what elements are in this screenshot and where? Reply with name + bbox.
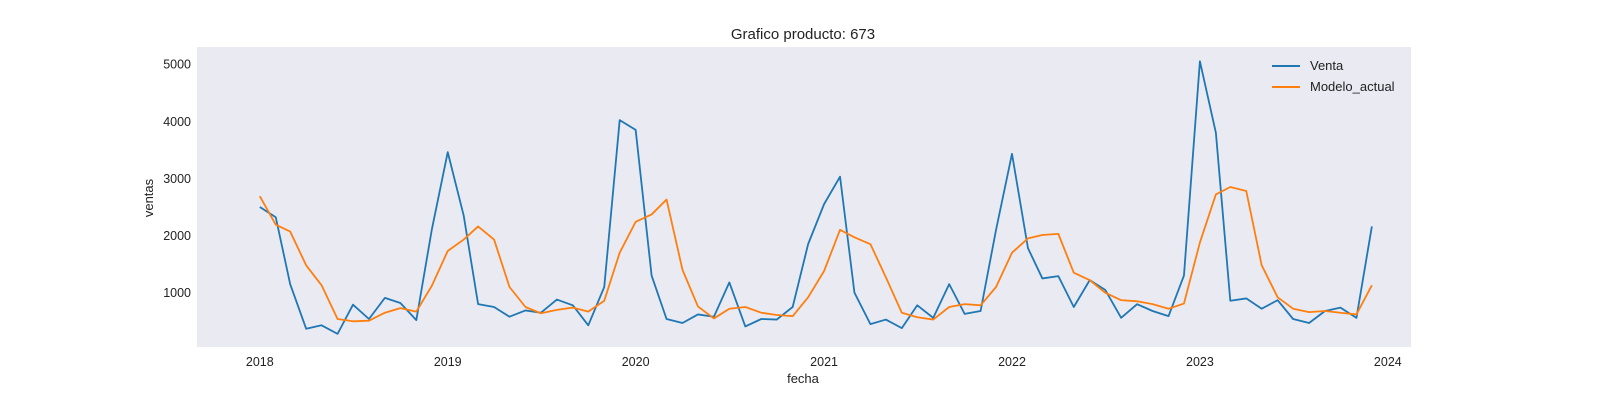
x-tick-label: 2020 [622,355,650,369]
legend-entry-venta: Venta [1272,58,1344,73]
x-tick-label: 2024 [1374,355,1402,369]
y-tick-label: 4000 [163,115,191,129]
x-axis-label: fecha [787,371,820,386]
x-tick-label: 2023 [1186,355,1214,369]
x-tick-label: 2018 [246,355,274,369]
y-tick-label: 5000 [163,58,191,72]
legend: Venta Modelo_actual [1272,58,1395,94]
legend-entry-modelo-actual: Modelo_actual [1272,79,1395,94]
y-tick-label: 2000 [163,229,191,243]
series-lines [259,60,1373,335]
legend-label-venta: Venta [1310,58,1344,73]
legend-label-modelo-actual: Modelo_actual [1310,79,1395,94]
chart-title: Grafico producto: 673 [731,26,875,43]
x-tick-label: 2022 [998,355,1026,369]
y-axis-label: ventas [141,178,156,217]
x-tick-label: 2019 [434,355,462,369]
series-line-venta [259,60,1373,335]
series-line-modelo-actual [259,186,1373,323]
y-tick-label: 3000 [163,172,191,186]
x-axis-ticks: 2018 2019 2020 2021 2022 2023 2024 [246,355,1402,369]
y-axis-ticks: 1000 2000 3000 4000 5000 [163,58,191,301]
x-tick-label: 2021 [810,355,838,369]
y-tick-label: 1000 [163,286,191,300]
